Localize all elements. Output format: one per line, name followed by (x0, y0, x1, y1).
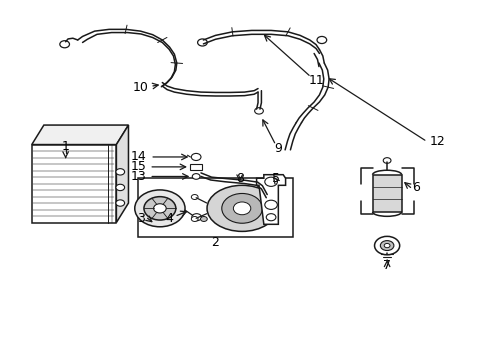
Circle shape (60, 41, 69, 48)
Circle shape (191, 214, 201, 221)
Text: 11: 11 (307, 73, 323, 86)
Text: 1: 1 (61, 140, 69, 153)
Bar (189, 164, 202, 170)
Text: 10: 10 (132, 81, 148, 94)
Circle shape (380, 240, 393, 251)
Bar (372, 175, 401, 212)
Circle shape (197, 39, 207, 46)
Circle shape (233, 202, 250, 215)
Circle shape (200, 216, 207, 221)
Circle shape (265, 214, 275, 221)
Text: 3: 3 (136, 212, 144, 225)
Text: 6: 6 (411, 181, 419, 194)
Text: 2: 2 (211, 235, 219, 248)
Circle shape (316, 36, 326, 44)
Circle shape (116, 200, 124, 206)
Ellipse shape (206, 185, 277, 231)
Circle shape (135, 190, 184, 227)
Polygon shape (256, 175, 285, 224)
Text: 9: 9 (274, 141, 282, 154)
Circle shape (116, 184, 124, 191)
Bar (138, 178, 292, 237)
Circle shape (116, 168, 124, 175)
Circle shape (383, 158, 390, 163)
Text: 14: 14 (130, 150, 146, 163)
Circle shape (384, 243, 389, 248)
Circle shape (264, 177, 277, 186)
Text: 5: 5 (271, 172, 279, 185)
Text: 7: 7 (382, 259, 390, 272)
Polygon shape (32, 145, 116, 222)
Text: 15: 15 (130, 161, 146, 174)
Text: 12: 12 (429, 135, 445, 148)
Circle shape (153, 204, 166, 213)
Circle shape (191, 194, 198, 199)
Circle shape (143, 197, 176, 220)
Polygon shape (32, 125, 128, 145)
Circle shape (222, 193, 262, 223)
Circle shape (191, 216, 198, 221)
Text: 13: 13 (130, 170, 146, 183)
Text: 8: 8 (235, 172, 243, 185)
Circle shape (254, 108, 263, 114)
Polygon shape (116, 125, 128, 222)
Circle shape (264, 200, 277, 210)
Circle shape (191, 153, 201, 161)
Circle shape (374, 237, 399, 255)
Text: 4: 4 (165, 212, 173, 225)
Circle shape (192, 174, 200, 179)
